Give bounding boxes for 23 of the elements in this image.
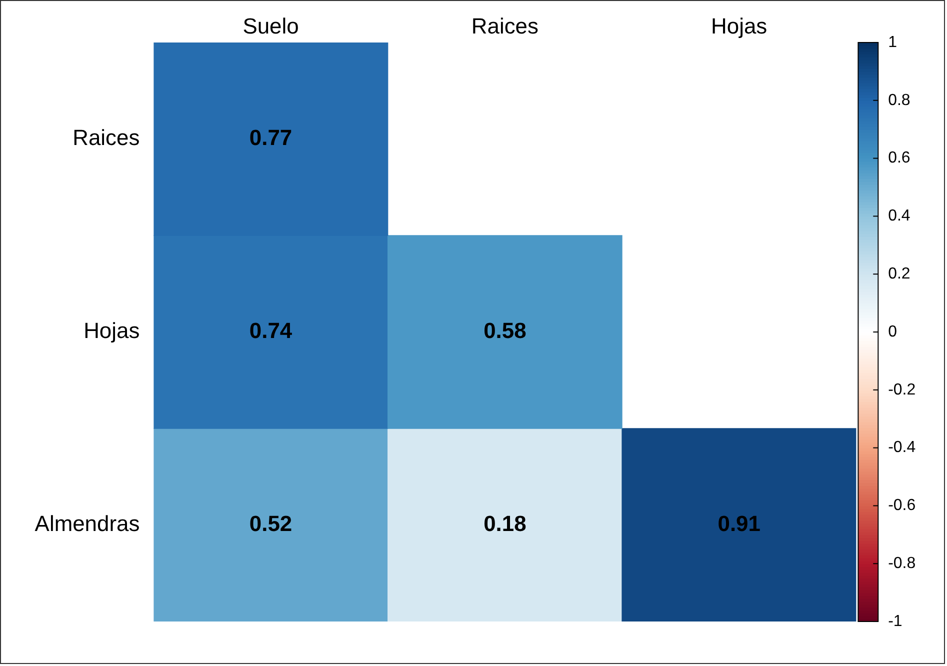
- color-bar-label: -1: [888, 612, 902, 630]
- data-label: 0.74: [249, 318, 293, 344]
- color-bar-label: 0.2: [888, 265, 910, 282]
- data-label: 0.91: [718, 511, 760, 536]
- data-label: 0.58: [484, 318, 526, 344]
- y-tick-label: Raices: [72, 125, 140, 150]
- color-bar-label: 0: [888, 323, 898, 340]
- color-bar-label: 0.8: [888, 92, 910, 109]
- color-bar-label: 0.6: [888, 150, 910, 167]
- data-label: 0.77: [249, 125, 292, 150]
- data-label: 0.18: [484, 511, 526, 536]
- color-bar-label: 1: [888, 34, 898, 51]
- data-label: 0.52: [249, 511, 292, 536]
- x-tick-label: Hojas: [711, 13, 768, 38]
- x-tick-label: Raices: [471, 13, 538, 38]
- color-bar-label: -0.4: [888, 439, 916, 456]
- color-bar-label: 0.4: [888, 208, 910, 225]
- color-bar-label: -0.8: [888, 555, 916, 572]
- color-bar-label: -0.2: [888, 381, 916, 398]
- color-bar-label: -0.6: [888, 497, 916, 514]
- x-tick-label: Suelo: [242, 13, 299, 38]
- y-tick-label: Almendras: [34, 511, 140, 536]
- y-tick-label: Hojas: [84, 318, 140, 344]
